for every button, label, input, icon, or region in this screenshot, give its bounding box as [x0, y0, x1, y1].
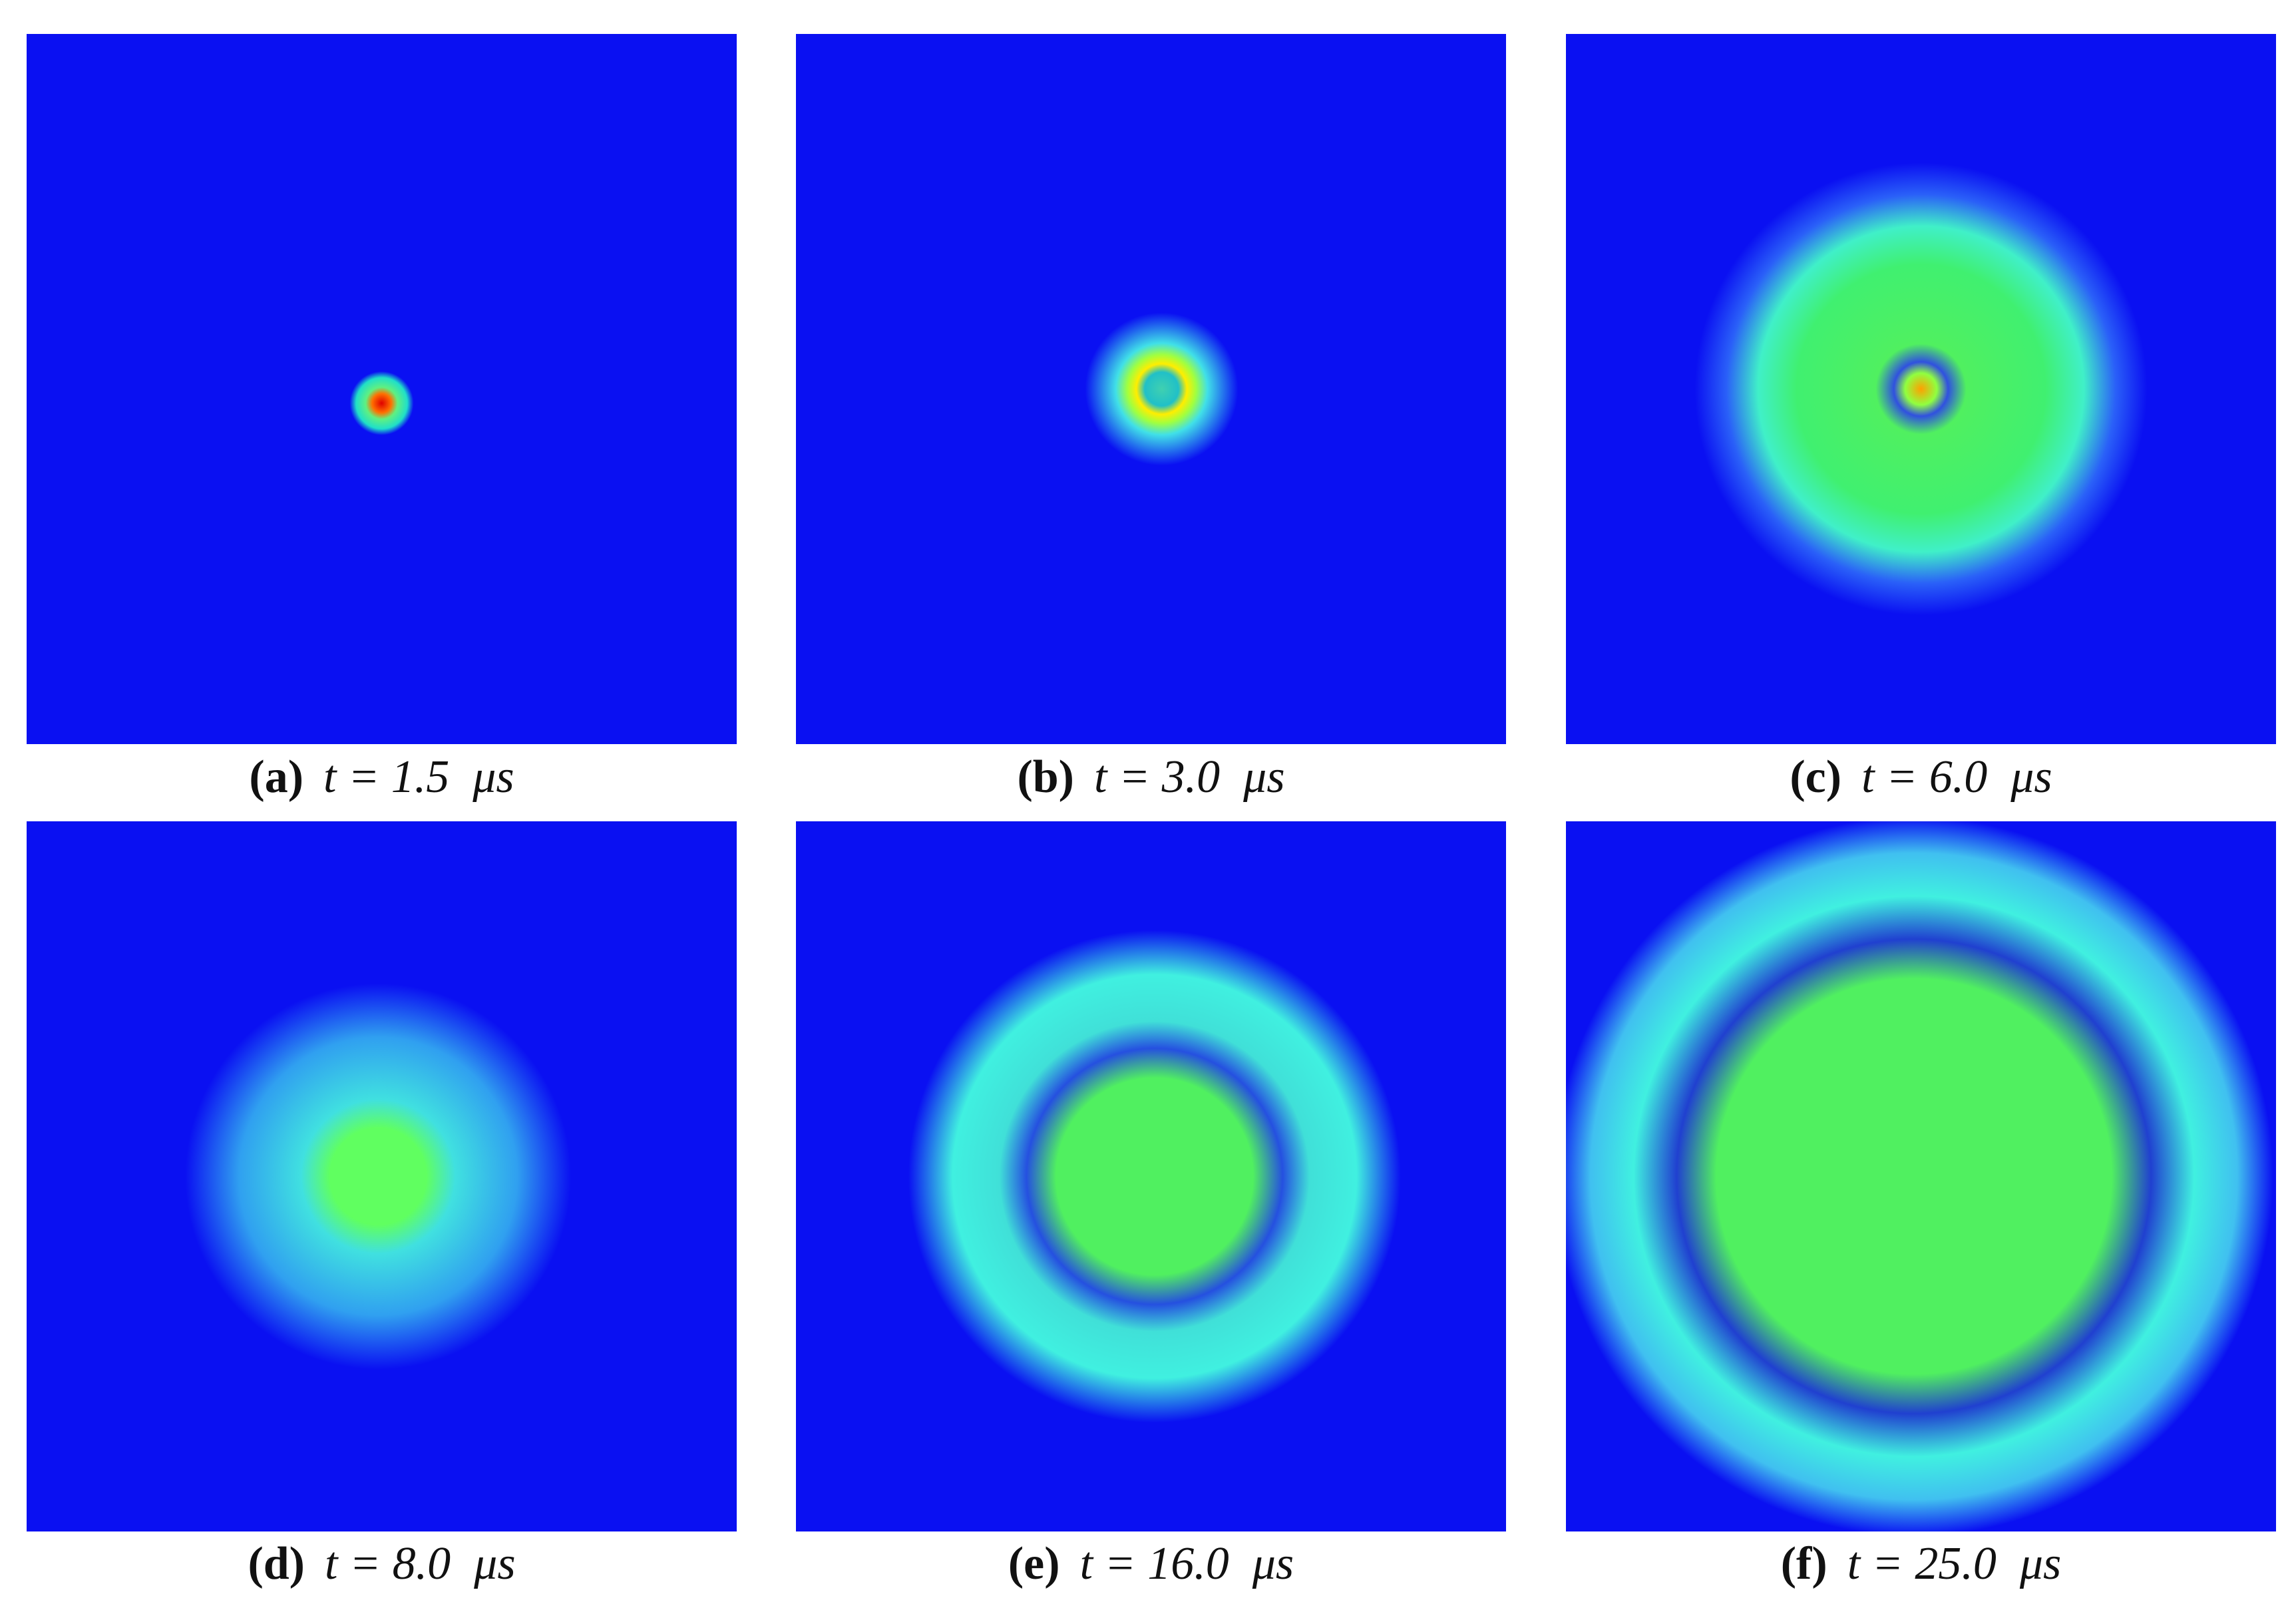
panel-tag: (f) [1781, 1538, 1827, 1589]
wave-pattern [1566, 34, 2276, 744]
wave-pattern [796, 34, 1506, 744]
panel-caption: (e) t = 16.0 μs [1008, 1538, 1294, 1589]
wave-pattern [1566, 821, 2276, 1531]
panel-time: t = 1.5 μs [323, 751, 514, 803]
wave-pattern [796, 821, 1506, 1531]
panel-caption: (f) t = 25.0 μs [1781, 1538, 2062, 1589]
panel-tag: (a) [249, 751, 303, 803]
panel-caption: (d) t = 8.0 μs [248, 1538, 515, 1589]
panel-time: t = 8.0 μs [325, 1538, 516, 1589]
panel-caption: (b) t = 3.0 μs [1017, 751, 1284, 803]
panel-time: t = 25.0 μs [1847, 1538, 2062, 1589]
panel-time: t = 3.0 μs [1094, 751, 1285, 803]
panel-tag: (c) [1790, 751, 1841, 803]
panel-caption: (a) t = 1.5 μs [249, 751, 514, 803]
panel-time: t = 16.0 μs [1080, 1538, 1294, 1589]
panel-tag: (b) [1017, 751, 1074, 803]
panel-tag: (d) [248, 1538, 305, 1589]
panel-tag: (e) [1008, 1538, 1060, 1589]
wave-pattern [27, 821, 737, 1531]
panel-time: t = 6.0 μs [1861, 751, 2052, 803]
panel-caption: (c) t = 6.0 μs [1790, 751, 2052, 803]
wave-pattern [27, 34, 737, 744]
